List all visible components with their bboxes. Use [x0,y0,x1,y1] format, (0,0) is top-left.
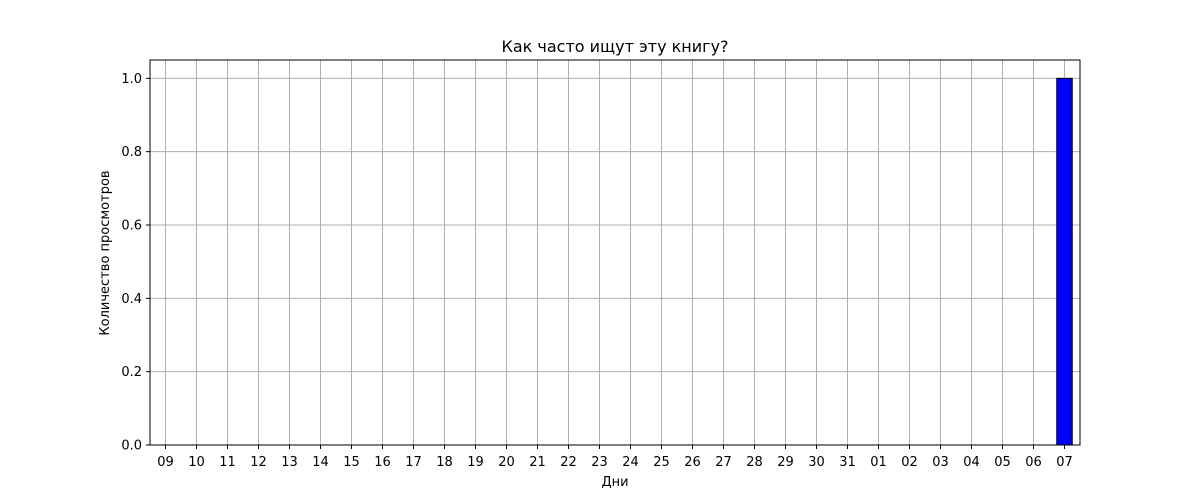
x-tick-label: 29 [777,455,794,470]
x-tick-label: 11 [219,455,236,470]
chart-title: Как часто ищут эту книгу? [501,37,728,56]
x-axis-label: Дни [601,475,628,490]
axes-frame [149,59,1081,446]
bar [1056,77,1073,446]
y-tick-label: 0.0 [121,439,142,454]
x-tick-label: 23 [591,455,608,470]
x-tick-label: 19 [467,455,484,470]
x-tick-label: 21 [529,455,546,470]
y-tick-label: 1.0 [121,72,142,87]
x-tick-label: 22 [560,455,577,470]
x-tick-label: 05 [994,455,1011,470]
x-tick-label: 10 [188,455,205,470]
x-tick-label: 28 [746,455,763,470]
x-tick-label: 12 [250,455,267,470]
y-tick-label: 0.6 [121,219,142,234]
x-tick-label: 26 [684,455,701,470]
y-axis-ticks: 0.0 0.2 0.4 0.6 0.8 1.0 [121,72,150,454]
x-tick-label: 31 [839,455,856,470]
x-tick-label: 15 [343,455,360,470]
x-tick-label: 27 [715,455,732,470]
y-tick-label: 0.4 [121,292,142,307]
x-tick-label: 04 [963,455,980,470]
x-tick-label: 13 [281,455,298,470]
x-tick-label: 01 [870,455,887,470]
y-axis-label: Количество просмотров [98,170,113,335]
x-tick-label: 16 [374,455,391,470]
x-tick-label: 14 [312,455,329,470]
x-tick-label: 09 [157,455,174,470]
x-tick-label: 30 [808,455,825,470]
y-tick-label: 0.8 [121,145,142,160]
x-tick-label: 07 [1056,455,1073,470]
x-tick-label: 25 [653,455,670,470]
x-axis-ticks: 09 10 11 12 13 14 15 16 17 18 19 20 21 22 23 24 25 26 27 28… [157,445,1073,470]
x-tick-label: 20 [498,455,515,470]
y-tick-label: 0.2 [121,365,142,380]
x-tick-label: 18 [436,455,453,470]
x-tick-label: 24 [622,455,639,470]
x-tick-label: 06 [1025,455,1042,470]
x-tick-label: 03 [932,455,949,470]
grid [150,60,1080,446]
x-tick-label: 02 [901,455,918,470]
x-tick-label: 17 [405,455,422,470]
bars [1056,77,1073,446]
